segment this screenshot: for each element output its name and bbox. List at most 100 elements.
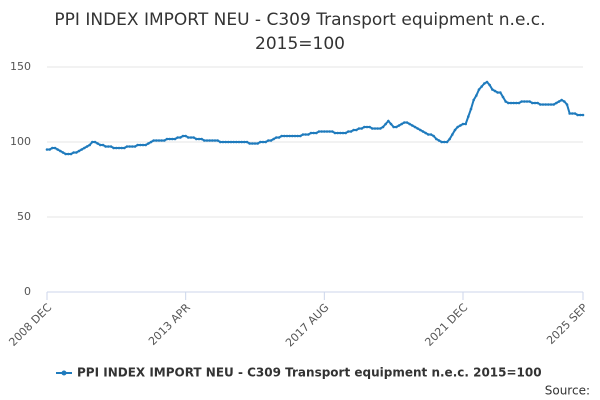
data-point [480, 85, 483, 88]
data-point [173, 137, 177, 141]
x-tick-label: 2025 SEP [544, 301, 590, 347]
data-point [509, 101, 513, 105]
data-point [67, 152, 70, 156]
data-point [405, 121, 409, 124]
data-point [104, 145, 107, 148]
data-point [243, 140, 246, 144]
data-point [251, 142, 254, 145]
x-tick-label: 2008 DEC [6, 301, 54, 349]
data-point [72, 151, 75, 154]
data-point [261, 140, 265, 144]
data-point [309, 131, 313, 135]
data-point [83, 146, 86, 150]
data-point [411, 124, 414, 127]
data-point [397, 124, 401, 127]
data-point [160, 139, 163, 142]
data-point [437, 139, 441, 142]
data-point [299, 134, 302, 138]
data-point [211, 139, 214, 142]
data-point [336, 131, 339, 135]
data-point [291, 134, 294, 138]
data-point [141, 143, 145, 147]
data-point [163, 139, 166, 142]
data-point [109, 145, 113, 148]
data-point [293, 134, 297, 138]
data-point [96, 142, 99, 145]
data-point [475, 94, 478, 97]
data-point [403, 121, 406, 124]
data-point [384, 122, 387, 126]
data-point [277, 136, 281, 139]
data-point [323, 130, 326, 133]
data-point [179, 136, 182, 139]
data-point [253, 142, 257, 145]
data-point [144, 143, 147, 147]
data-point [93, 140, 97, 144]
data-point [341, 131, 345, 135]
data-point [373, 127, 377, 130]
data-point [432, 134, 435, 138]
data-point [440, 140, 443, 144]
legend-marker [61, 370, 67, 376]
data-point [419, 128, 422, 132]
data-point [563, 100, 566, 103]
data-point [507, 101, 510, 105]
data-point [91, 140, 94, 144]
data-point [485, 80, 489, 84]
data-line [47, 80, 583, 155]
data-point [363, 125, 366, 129]
data-point [53, 146, 57, 150]
data-point [488, 83, 491, 87]
data-point [560, 98, 563, 102]
data-point [221, 140, 225, 144]
data-point [59, 149, 62, 153]
data-point [181, 134, 185, 138]
data-point [549, 103, 553, 106]
data-point [408, 122, 411, 126]
data-point [459, 124, 462, 127]
data-point [269, 139, 273, 142]
data-point [357, 127, 361, 130]
y-tick-label: 150 [10, 60, 31, 73]
data-point [413, 125, 417, 129]
data-point [272, 137, 275, 141]
data-point [296, 134, 299, 138]
data-point [352, 128, 355, 132]
data-point [259, 140, 262, 144]
data-point [576, 113, 579, 117]
data-point [317, 130, 321, 133]
data-point [285, 134, 289, 138]
data-point [219, 140, 222, 144]
data-point [248, 142, 251, 145]
source: Source: [545, 384, 590, 398]
data-point [381, 125, 385, 129]
data-point [312, 131, 315, 135]
data-point [339, 131, 342, 135]
data-point [467, 115, 470, 118]
data-point [496, 91, 499, 94]
data-point [429, 133, 433, 136]
data-point [528, 100, 531, 103]
data-point [472, 98, 475, 102]
data-point [565, 103, 569, 106]
data-point [184, 134, 187, 138]
data-point [237, 140, 241, 144]
data-point [320, 130, 323, 133]
data-point [517, 101, 521, 105]
data-point [421, 130, 425, 133]
data-point [147, 142, 150, 145]
data-point [328, 130, 331, 133]
data-point [443, 140, 446, 144]
data-point [573, 112, 577, 115]
data-point [416, 127, 419, 130]
data-point [208, 139, 211, 142]
x-tick-label: 2017 AUG [283, 301, 332, 350]
data-point [371, 127, 374, 130]
data-point [571, 112, 574, 115]
data-point [56, 148, 59, 151]
data-point [99, 143, 102, 147]
y-tick-label: 100 [10, 135, 31, 148]
data-point [491, 88, 494, 91]
data-point [51, 146, 54, 150]
data-point [115, 146, 118, 150]
